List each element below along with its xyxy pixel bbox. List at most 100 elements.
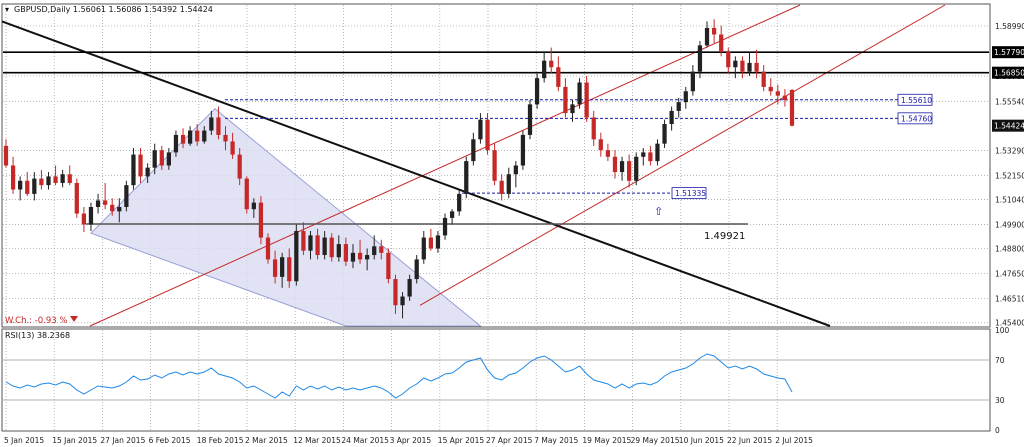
bullish-candle bbox=[145, 167, 150, 177]
bullish-candle bbox=[733, 60, 738, 68]
wedge-layer bbox=[90, 108, 482, 327]
bearish-candle bbox=[244, 178, 249, 210]
bullish-candle bbox=[527, 104, 533, 135]
bullish-candle bbox=[400, 296, 405, 306]
bearish-candle bbox=[216, 117, 221, 135]
down-triangle-icon bbox=[70, 316, 78, 322]
bullish-candle bbox=[747, 62, 752, 72]
axis-level-box bbox=[992, 46, 1024, 59]
date-tick-label: 5 Jan 2015 bbox=[4, 436, 44, 445]
bullish-candle bbox=[209, 117, 214, 131]
bearish-candle bbox=[272, 259, 278, 277]
bearish-candle bbox=[81, 213, 87, 225]
bullish-candle bbox=[662, 124, 667, 144]
bullish-candle bbox=[187, 130, 193, 144]
bearish-candle bbox=[343, 244, 349, 262]
price-tick-label: 1.47650 bbox=[995, 270, 1024, 279]
bullish-candle bbox=[350, 252, 356, 262]
date-tick-label: 12 Mar 2015 bbox=[293, 436, 341, 445]
bearish-candle bbox=[3, 145, 9, 166]
bearish-candle bbox=[485, 119, 490, 151]
bullish-candle bbox=[542, 60, 547, 79]
bullish-candle bbox=[655, 143, 660, 162]
bullish-candle bbox=[577, 82, 582, 105]
bullish-candle bbox=[202, 130, 207, 142]
bearish-candle bbox=[223, 134, 228, 142]
bearish-candle bbox=[159, 150, 164, 166]
labels-layer: 1.589901.567001.555401.532901.521501.510… bbox=[4, 22, 1024, 445]
bullish-candle bbox=[414, 259, 419, 280]
bearish-candle bbox=[265, 237, 271, 260]
date-tick-label: 29 May 2015 bbox=[631, 436, 680, 445]
bullish-candle bbox=[704, 27, 710, 46]
bullish-candle bbox=[308, 235, 313, 251]
channel-upper-line bbox=[89, 4, 801, 327]
chart-menu-arrow-icon[interactable]: ▾ bbox=[5, 5, 9, 14]
bearish-candle bbox=[110, 204, 115, 212]
bullish-candle bbox=[619, 161, 625, 173]
date-tick-label: 2 Mar 2015 bbox=[245, 436, 288, 445]
bullish-candle bbox=[449, 211, 455, 218]
level-tag-box bbox=[897, 112, 933, 125]
price-tick-label: 1.48800 bbox=[995, 244, 1024, 253]
bearish-candle bbox=[428, 237, 433, 249]
bullish-candle bbox=[95, 200, 101, 207]
level-tag-box bbox=[671, 187, 707, 200]
current-price-box bbox=[992, 119, 1024, 132]
date-tick-label: 19 May 2015 bbox=[582, 436, 631, 445]
bullish-candle bbox=[124, 185, 129, 207]
bullish-candle bbox=[280, 257, 285, 277]
date-tick-label: 15 Apr 2015 bbox=[438, 436, 485, 445]
bearish-candle bbox=[10, 165, 16, 190]
bearish-candle bbox=[180, 134, 186, 144]
bearish-candle bbox=[775, 91, 780, 96]
bearish-candle bbox=[711, 27, 717, 35]
price-tick-label: 1.45400 bbox=[995, 319, 1024, 328]
bullish-candle bbox=[506, 174, 511, 194]
bullish-candle bbox=[676, 102, 681, 111]
level-tag-label: 1.51335 bbox=[675, 189, 706, 198]
weekly-change-label: W.Ch.: -0.93 % bbox=[5, 316, 68, 326]
up-arrow-icon: ⇧ bbox=[654, 205, 663, 218]
bullish-candle bbox=[251, 202, 256, 210]
level-tag-box bbox=[897, 93, 933, 106]
bullish-candle bbox=[471, 139, 476, 162]
bearish-candle bbox=[329, 237, 334, 258]
price-tick-label: 1.49900 bbox=[995, 220, 1024, 229]
axis-level-box bbox=[992, 66, 1024, 79]
rsi-tick-label: 70 bbox=[995, 356, 1005, 365]
bullish-candle bbox=[513, 165, 518, 175]
price-tick-label: 1.46510 bbox=[995, 294, 1024, 303]
bullish-candle bbox=[457, 193, 462, 212]
bearish-candle bbox=[499, 180, 504, 194]
bullish-candle bbox=[322, 237, 327, 256]
bearish-candle bbox=[605, 150, 611, 157]
rsi-layer bbox=[5, 353, 793, 399]
date-tick-label: 15 Jan 2015 bbox=[52, 436, 97, 445]
bearish-candle bbox=[237, 154, 242, 179]
bearish-candle bbox=[258, 202, 264, 238]
date-tick-label: 27 Jan 2015 bbox=[100, 436, 145, 445]
symbol-header: GBPUSD,Daily 1.56061 1.56086 1.54392 1.5… bbox=[14, 5, 213, 14]
date-tick-label: 18 Feb 2015 bbox=[197, 436, 244, 445]
bearish-candle bbox=[556, 67, 561, 87]
bearish-candle bbox=[492, 150, 497, 181]
date-tick-label: 10 Jun 2015 bbox=[679, 436, 724, 445]
bearish-candle bbox=[39, 178, 44, 186]
bullish-candle bbox=[442, 217, 448, 236]
bullish-candle bbox=[60, 174, 65, 183]
price-tick-label: 1.58990 bbox=[995, 22, 1024, 31]
bullish-candle bbox=[478, 119, 483, 140]
date-tick-label: 24 Mar 2015 bbox=[341, 436, 389, 445]
bearish-candle bbox=[726, 51, 731, 68]
date-tick-label: 22 Jun 2015 bbox=[727, 436, 772, 445]
bearish-candle bbox=[789, 89, 795, 126]
rsi-panel-frame bbox=[1, 328, 991, 432]
axis-level-label: 1.57790 bbox=[994, 48, 1024, 57]
bullish-candle bbox=[570, 104, 575, 114]
bearish-candle bbox=[138, 154, 143, 177]
bullish-candle bbox=[18, 180, 23, 190]
bullish-candle bbox=[117, 206, 122, 212]
bullish-candle bbox=[166, 152, 171, 166]
